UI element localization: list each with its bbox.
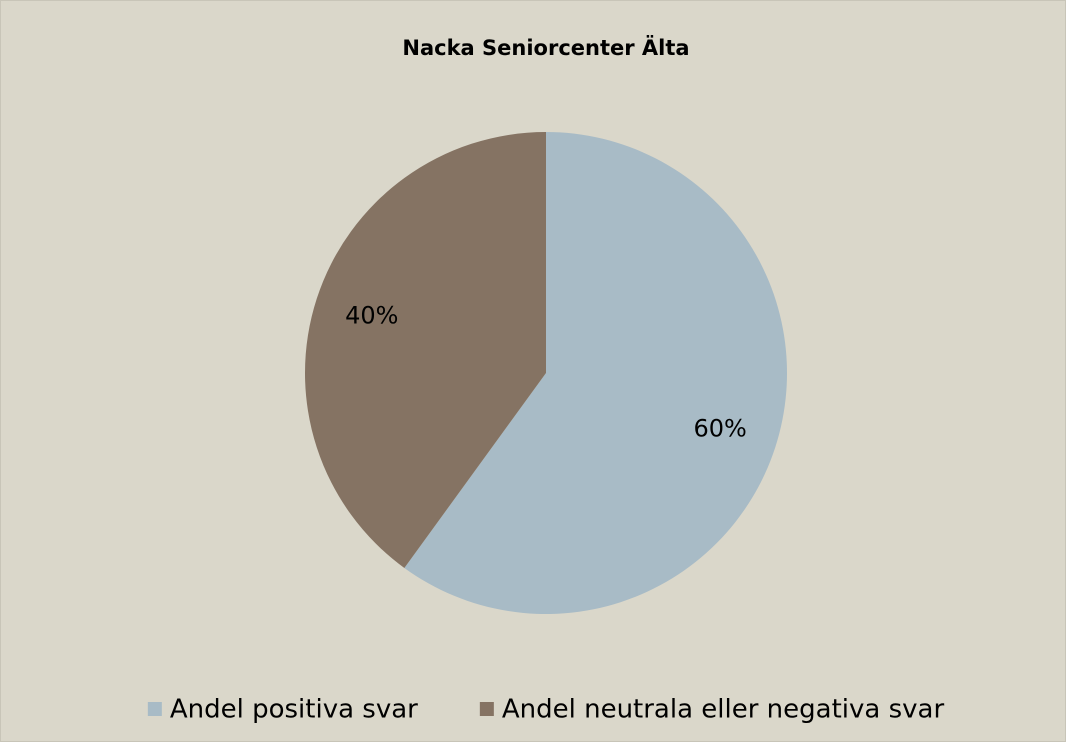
data-label: 60%	[694, 415, 747, 443]
data-label: 40%	[345, 301, 398, 329]
chart-title: Nacka Seniorcenter Älta	[402, 35, 689, 60]
legend-label: Andel positiva svar	[170, 695, 418, 725]
legend-swatch	[479, 702, 494, 716]
legend-label: Andel neutrala eller negativa svar	[502, 695, 945, 725]
pie-slice	[305, 132, 546, 568]
pie-slice	[404, 132, 787, 614]
legend-swatch	[147, 702, 162, 716]
